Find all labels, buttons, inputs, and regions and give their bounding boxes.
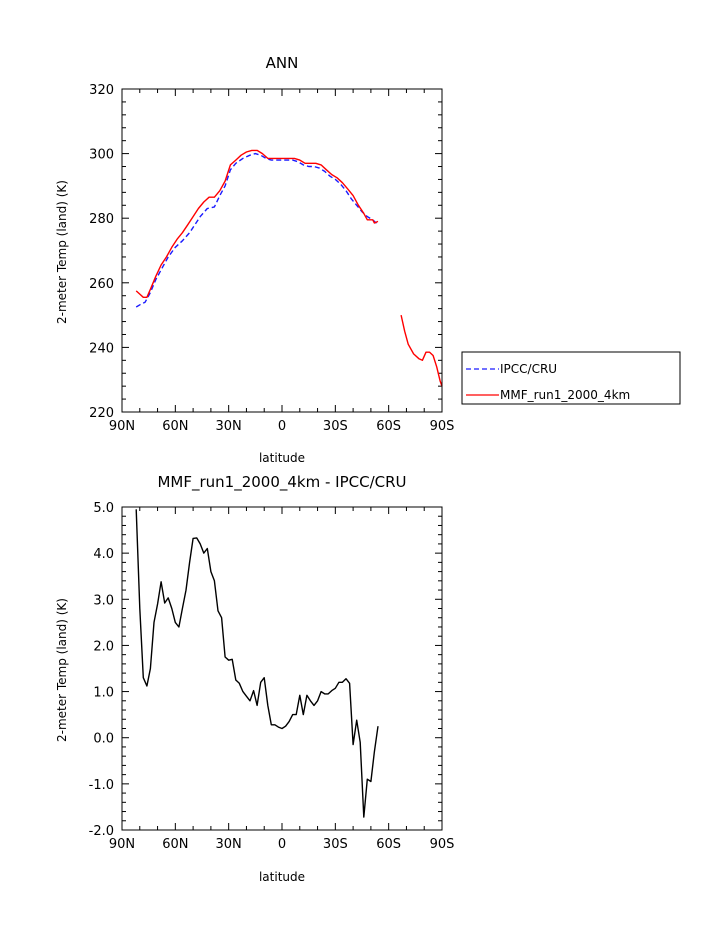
x-tick-label: 30N (216, 837, 242, 852)
y-tick-label: 260 (89, 277, 114, 292)
x-tick-label: 0 (278, 419, 286, 434)
series-line-0 (135, 152, 379, 308)
y-axis-label: 2-meter Temp (land) (K) (55, 180, 69, 324)
x-tick-label: 30N (216, 419, 242, 434)
x-axis-label: latitude (259, 870, 305, 884)
plot-frame (121, 506, 443, 831)
y-axis-label: 2-meter Temp (land) (K) (55, 598, 69, 742)
x-tick-label: 30S (323, 837, 348, 852)
x-tick-label: 90N (109, 419, 135, 434)
y-tick-label: 300 (89, 148, 114, 163)
x-tick-label: 60S (376, 837, 401, 852)
series-line-1 (400, 314, 443, 387)
legend: IPCC/CRU MMF_run1_2000_4km (461, 351, 681, 405)
x-tick-label: 0 (278, 837, 286, 852)
y-tick-label: 220 (89, 406, 114, 421)
x-tick-label: 90S (430, 837, 455, 852)
axis-ticks: 90N 60N 30N 0 30S 60S 90S -2.0 -1.0 0.0 1.0 2.0 3.0 4… (89, 501, 455, 852)
y-tick-label: 0.0 (93, 732, 114, 747)
series-line-0 (135, 509, 379, 818)
series-lines (135, 509, 379, 818)
x-tick-label: 90N (109, 837, 135, 852)
legend-label-ipcc: IPCC/CRU (500, 362, 557, 376)
y-tick-label: -2.0 (89, 824, 114, 839)
y-tick-label: 320 (89, 83, 114, 98)
x-tick-label: 60S (376, 419, 401, 434)
series-lines (135, 149, 443, 387)
x-axis-label: latitude (259, 451, 305, 465)
plot-frame (121, 88, 443, 413)
y-tick-label: 1.0 (93, 686, 114, 701)
y-tick-label: 4.0 (93, 547, 114, 562)
x-tick-label: 60N (162, 837, 188, 852)
series-line-1 (135, 149, 379, 298)
y-tick-label: 240 (89, 341, 114, 356)
y-tick-label: 5.0 (93, 501, 114, 516)
plot-title: MMF_run1_2000_4km - IPCC/CRU (157, 473, 406, 492)
axis-ticks: 90N 60N 30N 0 30S 60S 90S 220 240 260 280 300 320 (89, 83, 454, 434)
x-tick-label: 90S (430, 419, 455, 434)
difference-plot: MMF_run1_2000_4km - IPCC/CRU latitude 2-… (55, 473, 454, 884)
y-tick-label: 280 (89, 212, 114, 227)
x-tick-label: 60N (162, 419, 188, 434)
legend-label-mmf: MMF_run1_2000_4km (500, 388, 630, 402)
y-tick-label: 3.0 (93, 593, 114, 608)
x-tick-label: 30S (323, 419, 348, 434)
temperature-plot: ANN latitude 2-meter Temp (land) (K) 90N… (55, 54, 454, 465)
plot-title: ANN (266, 54, 299, 72)
y-tick-label: -1.0 (89, 778, 114, 793)
y-tick-label: 2.0 (93, 639, 114, 654)
